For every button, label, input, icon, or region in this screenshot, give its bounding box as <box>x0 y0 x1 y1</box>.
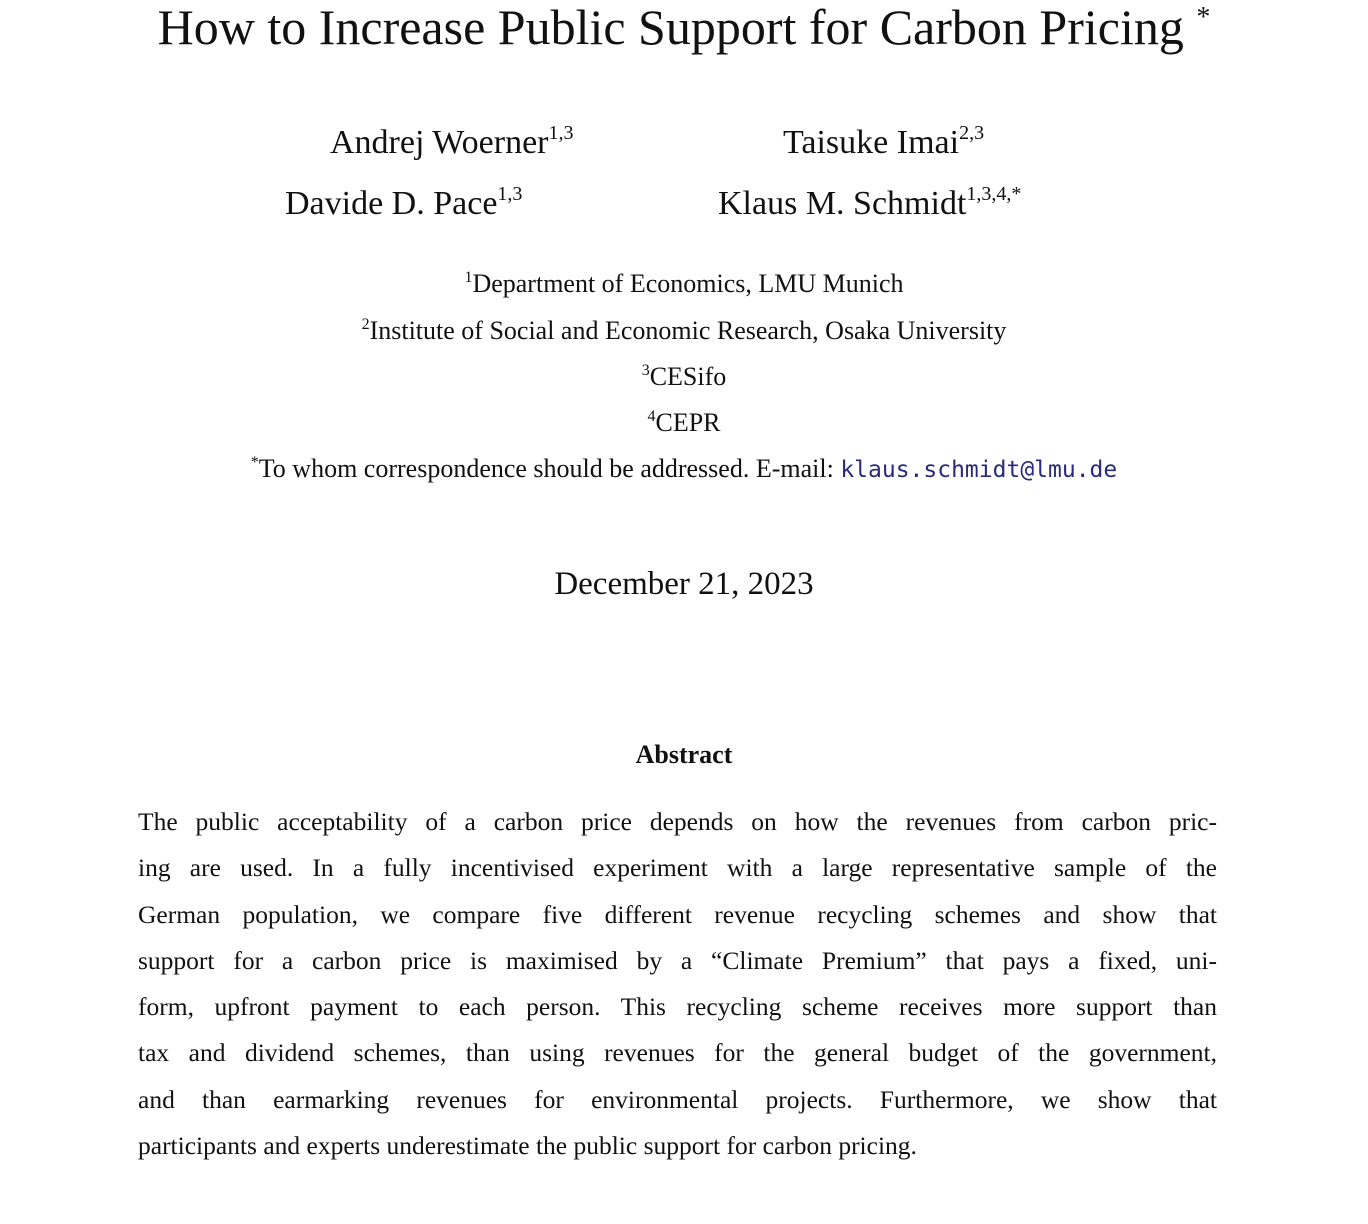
affiliation-text: CESifo <box>649 362 727 391</box>
abstract-line: The public acceptability of a carbon pri… <box>138 807 1217 836</box>
author-affiliation: 1,3,4,* <box>966 183 1022 205</box>
affiliation-3: 3CESifo <box>0 362 1368 392</box>
author-affiliation: 2,3 <box>959 122 985 144</box>
author-name: Taisuke Imai <box>783 124 960 161</box>
author-name: Klaus M. Schmidt <box>718 185 967 222</box>
affiliation-text: CEPR <box>655 408 721 437</box>
affiliation-number: 3 <box>641 362 650 379</box>
author-affiliation: 1,3 <box>548 122 574 144</box>
abstract-line: participants and experts underestimate t… <box>138 1131 917 1161</box>
paper-title: How to Increase Public Support for Carbo… <box>0 0 1368 56</box>
author-imai: Taisuke Imai2,3 <box>783 122 984 162</box>
affiliation-text: Institute of Social and Economic Researc… <box>369 316 1007 345</box>
affiliation-text: Department of Economics, LMU Munich <box>472 269 904 298</box>
email-link[interactable]: klaus.schmidt@lmu.de <box>840 457 1118 483</box>
author-name: Davide D. Pace <box>285 185 498 222</box>
correspondence-note: *To whom correspondence should be addres… <box>0 454 1368 484</box>
correspondence-text: To whom correspondence should be address… <box>258 454 841 483</box>
affiliation-number: 4 <box>647 408 656 425</box>
abstract-line: and than earmarking revenues for environ… <box>138 1084 1217 1114</box>
affiliation-number: 1 <box>464 269 473 286</box>
author-affiliation: 1,3 <box>497 183 523 205</box>
author-schmidt: Klaus M. Schmidt1,3,4,* <box>718 183 1021 223</box>
abstract-line: ing are used. In a fully incentivised ex… <box>138 853 1217 883</box>
author-pace: Davide D. Pace1,3 <box>285 183 522 223</box>
affiliation-1: 1Department of Economics, LMU Munich <box>0 269 1368 299</box>
author-woerner: Andrej Woerner1,3 <box>330 122 574 162</box>
affiliation-4: 4CEPR <box>0 408 1368 438</box>
abstract-line: form, upfront payment to each person. Th… <box>138 992 1217 1022</box>
affiliation-2: 2Institute of Social and Economic Resear… <box>0 316 1368 346</box>
abstract-line: tax and dividend schemes, than using rev… <box>138 1038 1217 1068</box>
title-footnote-mark: * <box>1196 2 1211 33</box>
paper-date: December 21, 2023 <box>554 566 814 602</box>
abstract-heading: Abstract <box>635 740 733 769</box>
affiliation-number: 2 <box>361 316 370 333</box>
abstract-line: support for a carbon price is maximised … <box>138 945 1217 975</box>
abstract-line: German population, we compare five diffe… <box>138 899 1217 929</box>
correspondence-mark: * <box>250 454 259 471</box>
title-text: How to Increase Public Support for Carbo… <box>157 0 1184 55</box>
author-name: Andrej Woerner <box>330 124 549 161</box>
abstract-body: The public acceptability of a carbon pri… <box>138 804 1217 1174</box>
